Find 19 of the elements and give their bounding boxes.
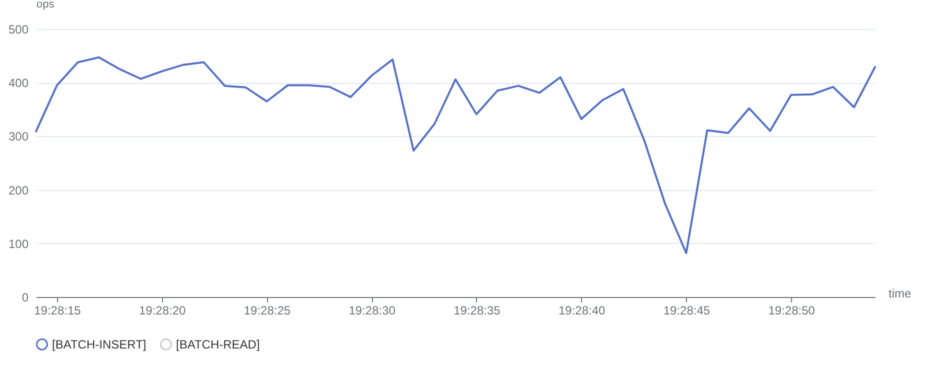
x-tick-label: 19:28:50 <box>768 304 816 318</box>
y-tick-label: 200 <box>8 183 29 198</box>
legend-label: [BATCH-INSERT] <box>52 337 146 352</box>
x-tick-label: 19:28:35 <box>454 304 501 318</box>
y-axis-title: ops <box>36 0 55 10</box>
y-tick-label: 0 <box>22 290 29 304</box>
x-tick-label: 19:28:45 <box>663 304 710 318</box>
line-series <box>35 56 876 254</box>
x-tick-label: 19:28:30 <box>348 304 396 318</box>
y-tick-label: 100 <box>8 236 29 251</box>
x-tick-label: 19:28:25 <box>244 304 291 318</box>
x-tick-label: 19:28:15 <box>34 304 82 318</box>
y-tick-label: 300 <box>8 130 29 144</box>
x-tick-label: 19:28:40 <box>558 304 606 318</box>
legend-label: [BATCH-READ] <box>176 337 260 352</box>
y-tick-label: 500 <box>8 22 29 36</box>
x-tick-label: 19:28:20 <box>138 304 186 318</box>
y-tick-label: 400 <box>8 76 29 90</box>
x-axis-title: time <box>888 286 912 300</box>
